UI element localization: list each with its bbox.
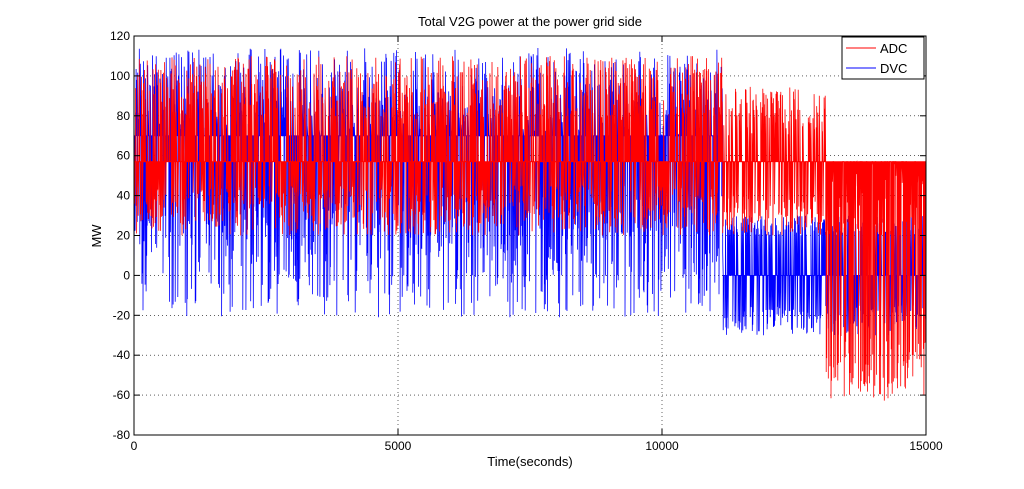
y-tick-label: 100 xyxy=(110,69,130,83)
series-line-adc xyxy=(133,56,927,401)
legend: ADC DVC xyxy=(841,36,925,80)
ticks: 0 5000 10000 15000 -80 -60 -40 -20 0 20 40 60 80 100 1… xyxy=(110,29,943,453)
plot-area: 0 5000 10000 15000 -80 -60 -40 -20 0 20 40 60 80 100 1… xyxy=(110,29,943,453)
y-tick-label: 60 xyxy=(117,149,131,163)
x-tick-label: 5000 xyxy=(385,439,412,453)
y-tick-label: 120 xyxy=(110,29,130,43)
legend-box xyxy=(841,36,925,80)
x-axis-label: Time(seconds) xyxy=(487,454,572,469)
x-tick-label: 15000 xyxy=(909,439,943,453)
x-tick-label: 0 xyxy=(131,439,138,453)
y-tick-label: 80 xyxy=(117,109,131,123)
y-tick-label: -20 xyxy=(113,308,131,322)
chart-title: Total V2G power at the power grid side xyxy=(418,14,642,29)
y-tick-label: 20 xyxy=(117,229,131,243)
series-layer xyxy=(133,47,927,401)
y-tick-label: 40 xyxy=(117,189,131,203)
y-tick-label: -40 xyxy=(113,348,131,362)
legend-label-dvc: DVC xyxy=(880,61,907,76)
x-tick-label: 10000 xyxy=(645,439,679,453)
legend-label-adc: ADC xyxy=(880,41,907,56)
y-axis-label: MW xyxy=(89,224,104,248)
y-tick-label: 0 xyxy=(123,268,130,282)
y-tick-label: -80 xyxy=(113,428,131,442)
y-tick-label: -60 xyxy=(113,388,131,402)
